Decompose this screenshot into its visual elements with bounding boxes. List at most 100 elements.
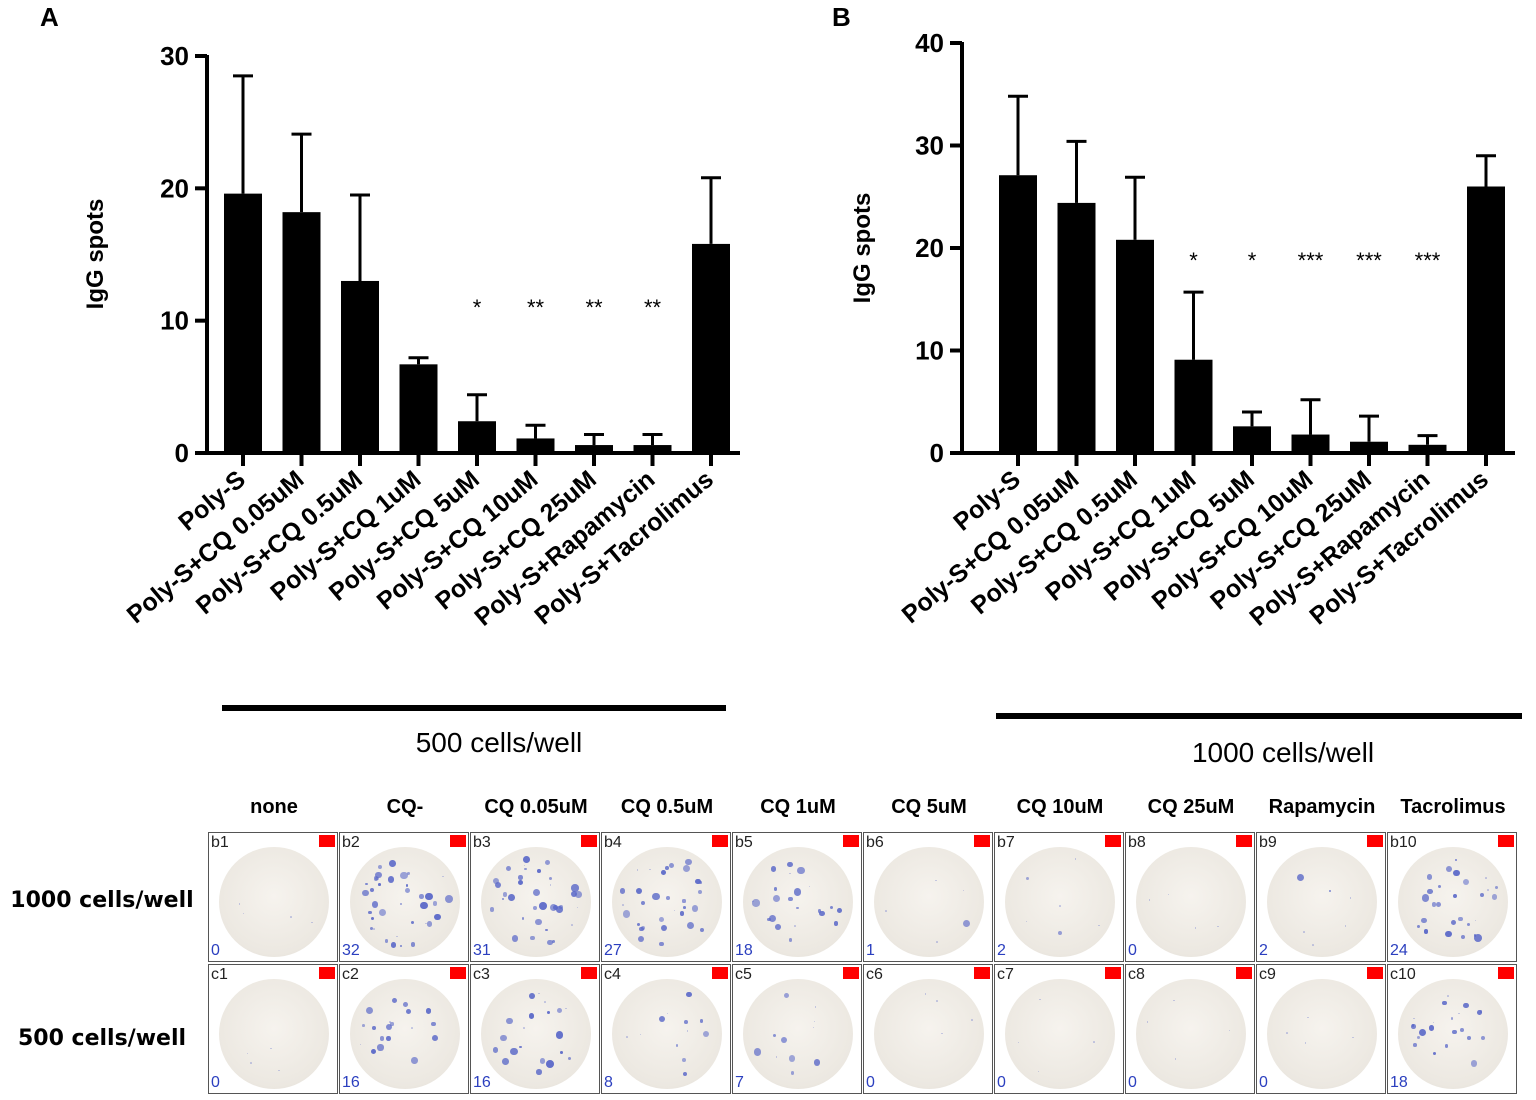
well-id: b7: [997, 834, 1015, 851]
well-id: c4: [604, 966, 621, 983]
well-disc: [481, 979, 591, 1089]
well-spot: [1473, 934, 1477, 937]
well-spot: [552, 940, 555, 943]
well-spot: [535, 918, 542, 926]
bar: [1057, 202, 1096, 453]
well-spot: [369, 887, 375, 893]
well-spot: [813, 1020, 816, 1023]
well-spot: [250, 1062, 252, 1064]
well-spot: [1461, 935, 1466, 940]
well-spot: [1463, 1002, 1469, 1008]
well-spot: [773, 887, 778, 891]
well-spot: [1452, 894, 1457, 899]
well-disc: [743, 847, 853, 957]
well-spot: [549, 884, 552, 886]
elispot-well: b2 32: [339, 832, 469, 962]
well-spot: [661, 870, 667, 876]
well-spot-count: 16: [342, 1074, 360, 1091]
well-id: b2: [342, 834, 360, 851]
well-spot: [794, 925, 796, 927]
well-spot: [369, 926, 373, 930]
well-spot: [834, 921, 839, 926]
well-id: b4: [604, 834, 622, 851]
well-spot: [530, 936, 535, 941]
elispot-well: c4 8: [601, 964, 731, 1094]
well-flag-marker: [581, 835, 597, 847]
well-flag-marker: [1105, 967, 1121, 979]
well-spot: [1447, 995, 1449, 997]
well-spot: [935, 879, 937, 882]
well-spot: [556, 1007, 562, 1014]
well-spot: [371, 901, 379, 908]
well-spot: [378, 908, 386, 916]
y-tick-label: 30: [915, 131, 944, 161]
well-spot: [559, 905, 563, 910]
well-column-header: CQ-: [386, 796, 424, 818]
well-spot: [377, 864, 382, 870]
well-spot: [682, 1071, 687, 1076]
well-spot: [814, 1006, 817, 1008]
well-spot: [659, 917, 665, 922]
well-spot: [1312, 944, 1314, 946]
well-spot: [684, 1020, 689, 1025]
y-tick-label: 40: [915, 28, 944, 58]
well-spot: [676, 1044, 679, 1047]
well-spot: [636, 922, 640, 926]
well-spot: [686, 921, 694, 929]
well-flag-marker: [1367, 835, 1383, 847]
well-id: b9: [1259, 834, 1277, 851]
well-disc: [350, 847, 460, 957]
well-flag-marker: [1236, 835, 1252, 847]
well-spot: [502, 1058, 510, 1066]
well-spot: [494, 882, 501, 889]
well-spot: [565, 1007, 567, 1010]
well-spot: [544, 859, 551, 866]
elispot-well: b5 18: [732, 832, 862, 962]
well-spot: [493, 878, 500, 885]
well-spot: [673, 909, 676, 912]
well-spot: [379, 1036, 385, 1041]
well-flag-marker: [581, 967, 597, 979]
well-spot: [1286, 1032, 1288, 1034]
well-spot: [372, 1026, 376, 1030]
well-spot: [817, 909, 821, 913]
well-spot: [524, 867, 527, 871]
well-spot: [362, 890, 369, 897]
well-spot: [1458, 1012, 1460, 1015]
well-spot: [773, 895, 780, 902]
well-column-header: none: [250, 796, 298, 818]
elispot-well: b3 31: [470, 832, 600, 962]
well-spot: [1146, 1021, 1149, 1023]
bar: [458, 421, 496, 453]
elispot-well: c2 16: [339, 964, 469, 1094]
y-axis-label: IgG spots: [82, 199, 109, 310]
well-spot: [556, 906, 564, 913]
well-spot: [1421, 918, 1427, 924]
well-spot: [544, 1001, 546, 1003]
well-flag-marker: [843, 967, 859, 979]
well-spot: [1411, 1024, 1417, 1029]
well-spot: [1473, 934, 1482, 943]
significance-marker: ***: [1415, 248, 1441, 273]
well-spot: [1466, 923, 1471, 927]
well-spot: [1470, 1060, 1478, 1067]
well-spot: [788, 1055, 796, 1062]
bar: [692, 243, 730, 453]
well-flag-marker: [1498, 835, 1514, 847]
well-spot: [419, 894, 424, 899]
well-column-header: CQ 5uM: [891, 796, 967, 818]
well-spot: [425, 922, 427, 925]
well-spot: [936, 941, 938, 943]
elispot-well: c5 7: [732, 964, 862, 1094]
well-disc: [1267, 847, 1377, 957]
well-spot-count: 0: [1128, 942, 1137, 959]
elispot-well: c1 0: [208, 964, 338, 1094]
well-spot: [619, 888, 626, 894]
well-flag-marker: [1105, 835, 1121, 847]
well-spot: [405, 884, 408, 887]
well-spot: [1445, 1044, 1449, 1048]
well-flag-marker: [1236, 967, 1252, 979]
well-spot: [773, 1033, 777, 1037]
well-spot-count: 0: [1128, 1074, 1137, 1091]
